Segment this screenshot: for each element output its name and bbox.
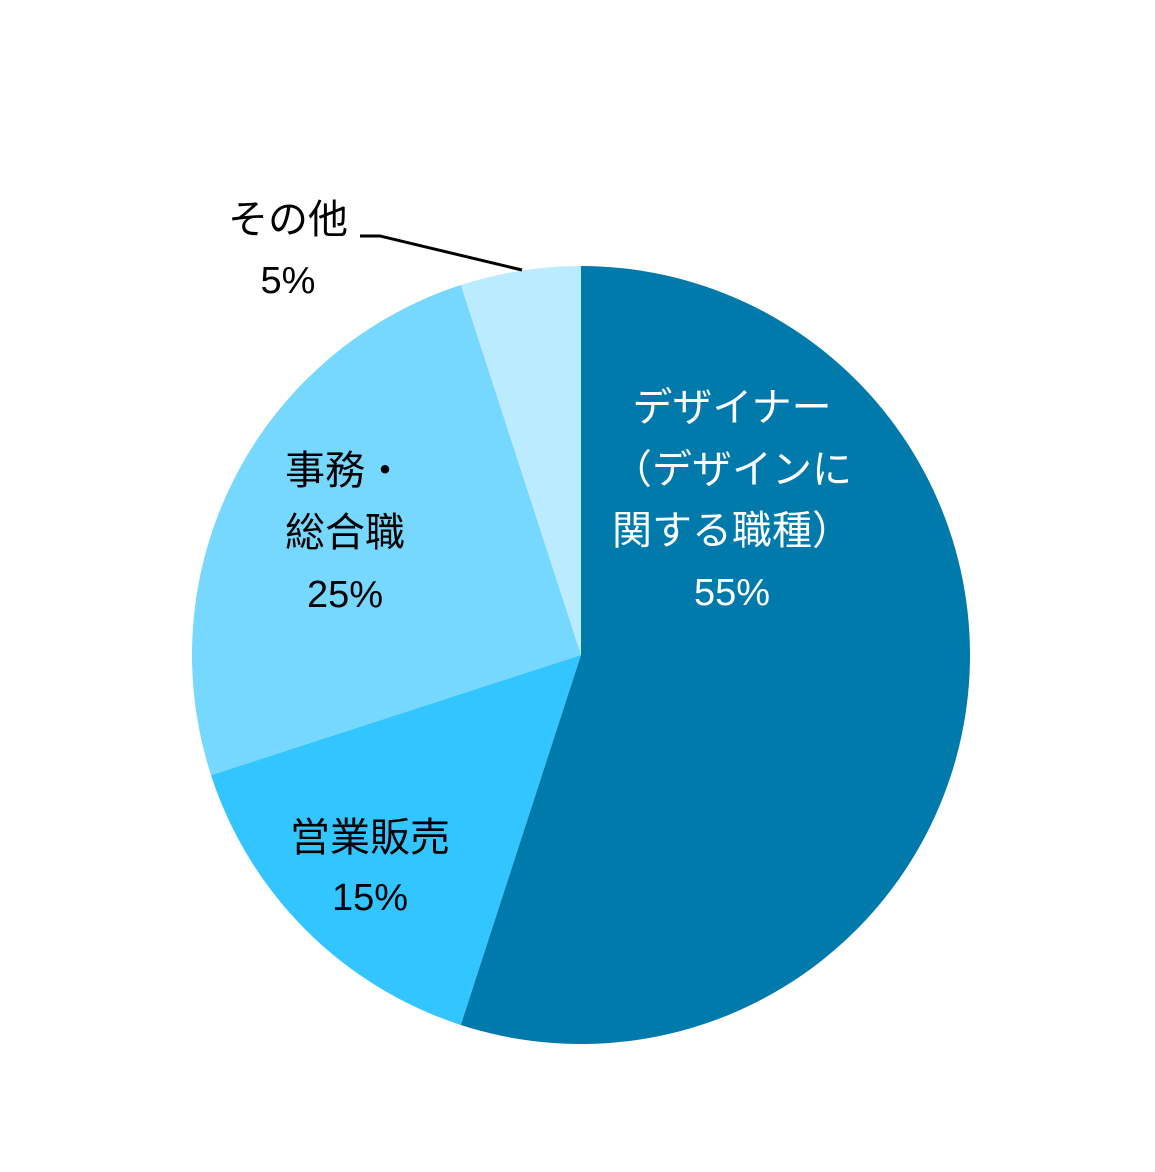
slice-label: 事務・	[285, 448, 405, 494]
value-label: 25%	[307, 574, 383, 616]
value-label: 5%	[261, 260, 316, 302]
value-label: 15%	[332, 877, 408, 919]
slice	[191, 285, 581, 776]
slice-label: その他	[228, 197, 348, 243]
value-label: 55%	[694, 572, 770, 614]
slice-label: 関する職種）	[612, 508, 852, 554]
slice	[460, 266, 581, 655]
slice	[460, 266, 971, 1044]
slice-label: 営業販売	[290, 815, 450, 861]
slice-label: デザイナー	[632, 385, 831, 431]
slice-label: （デザインに	[612, 447, 852, 493]
leader-line	[360, 234, 523, 272]
slice	[211, 655, 582, 1025]
slice-label: 総合職	[285, 510, 405, 556]
